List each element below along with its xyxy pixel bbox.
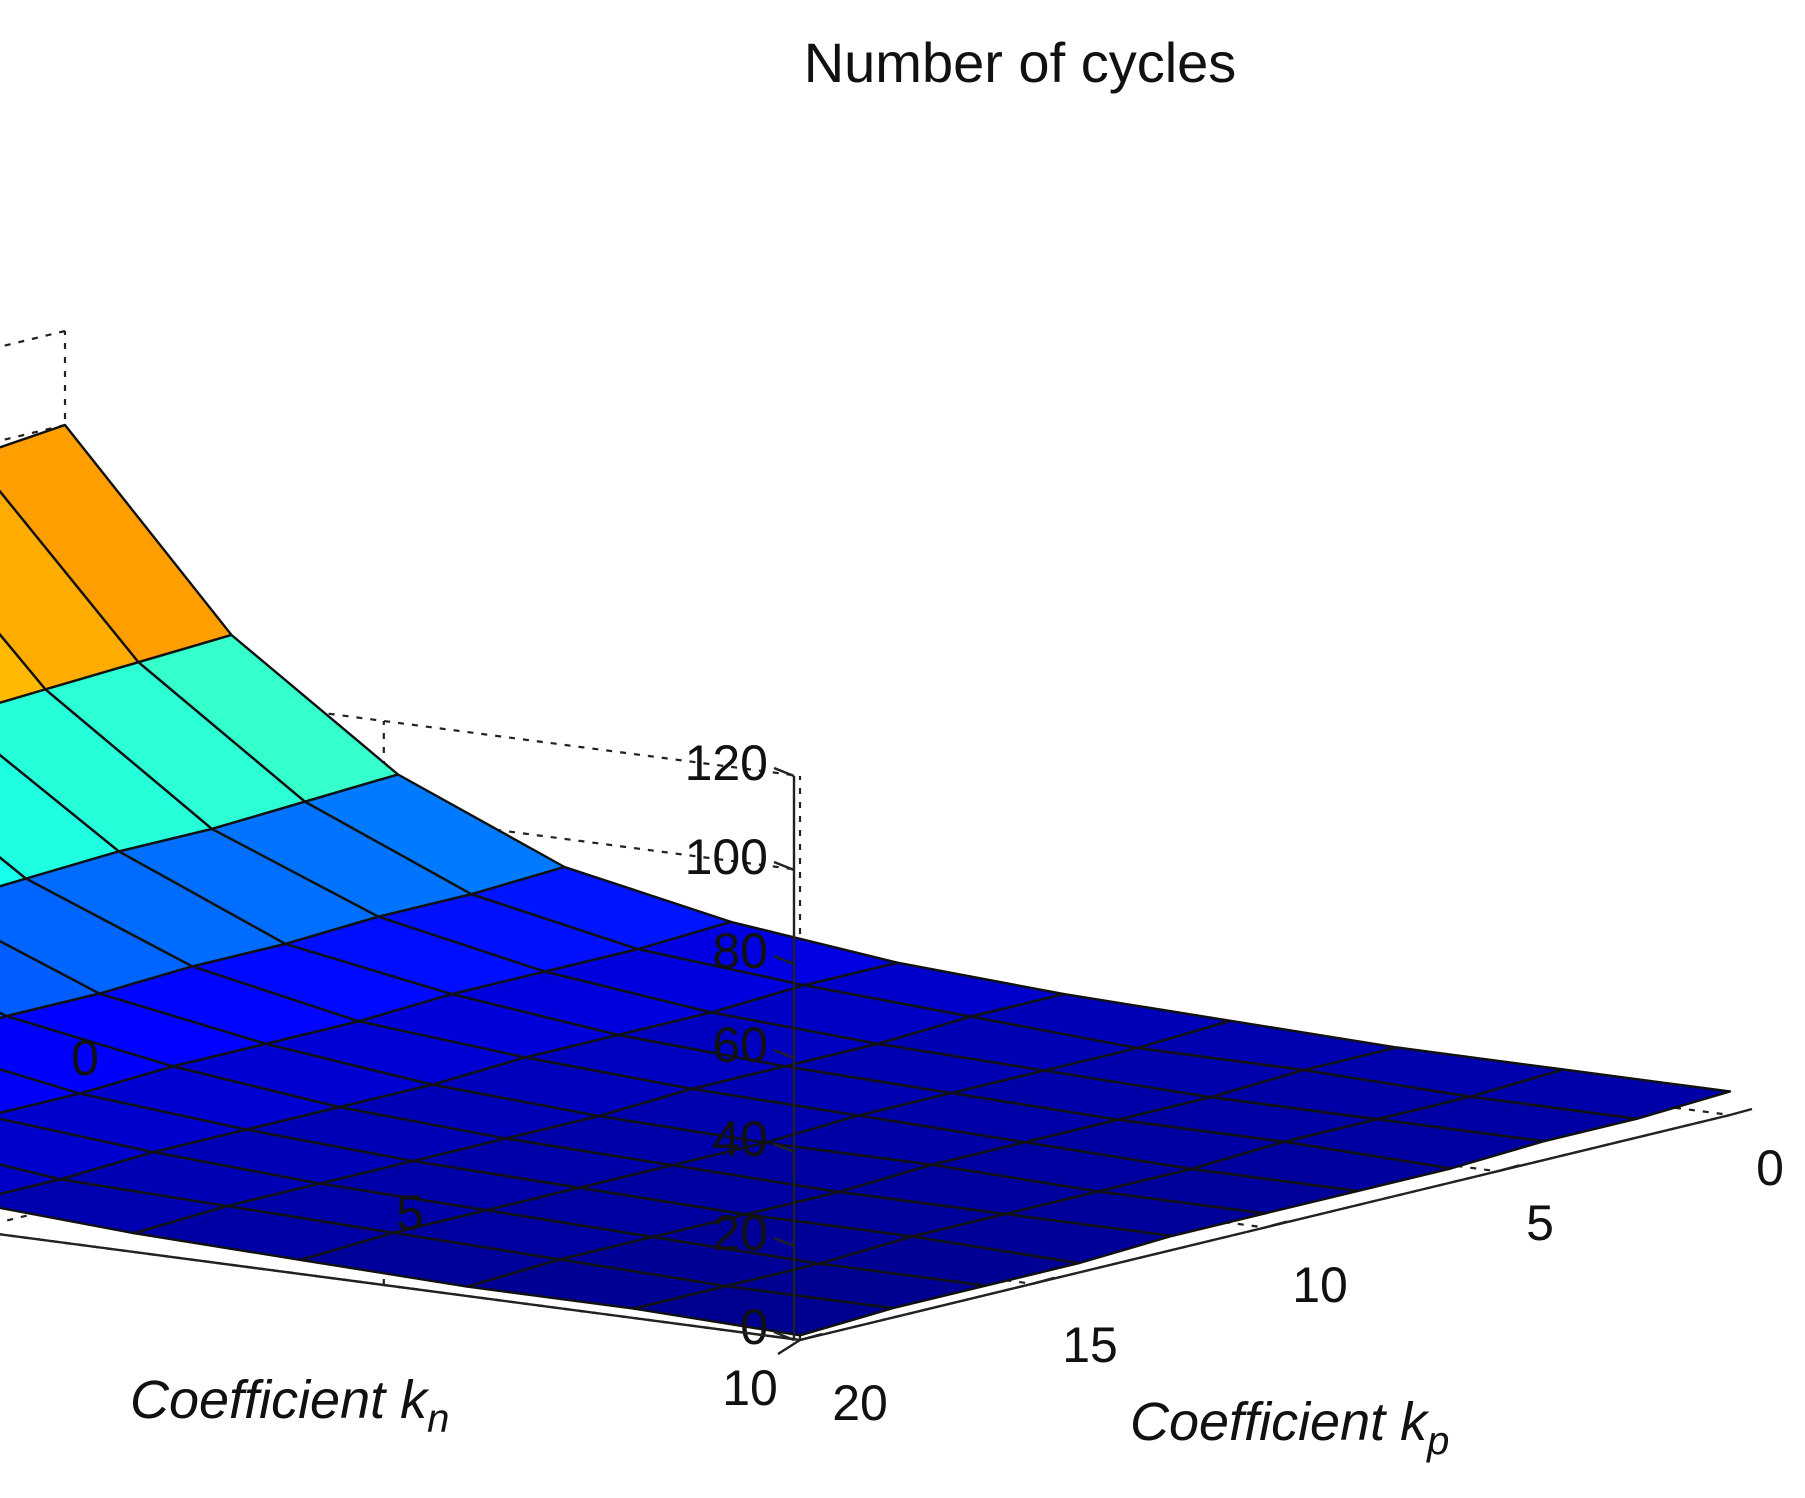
kp-tick-label: 0 <box>1756 1140 1784 1196</box>
z-tick-label: 80 <box>712 923 768 979</box>
z-tick-label: 100 <box>685 829 768 885</box>
z-tick-label: 20 <box>712 1205 768 1261</box>
z-tick-mark <box>773 1236 795 1248</box>
kn-axis-label-main: Coefficient k <box>130 1370 430 1430</box>
z-tick-mark <box>773 766 795 778</box>
kn-tick-label: 0 <box>71 1030 99 1086</box>
surface-face <box>1469 1068 1732 1120</box>
kp-tick-label: 5 <box>1526 1195 1554 1251</box>
kp-axis-label-subscript: p <box>1426 1419 1449 1463</box>
kn-tick-label: 10 <box>722 1360 778 1416</box>
kp-tick-mark <box>1264 1220 1288 1229</box>
z-tick-mark <box>773 1142 795 1154</box>
kp-tick-label: 20 <box>832 1375 888 1431</box>
kp-tick-mark <box>1032 1276 1055 1285</box>
kn-axis-line <box>0 1233 801 1342</box>
kn-axis-label-subscript: n <box>427 1397 449 1441</box>
kn-axis-label: Coefficient kn <box>130 1370 449 1441</box>
z-tick-label: 40 <box>712 1111 768 1167</box>
kp-tick-mark <box>799 1332 823 1342</box>
chart-title: Number of cycles <box>804 31 1237 94</box>
surface-layer <box>0 423 1732 1337</box>
kp-axis-label-main: Coefficient k <box>1130 1392 1430 1452</box>
kp-tick-mark <box>1729 1107 1753 1117</box>
kp-tick-mark <box>1497 1164 1520 1173</box>
z-tick-mark <box>773 954 795 966</box>
z-tick-mark <box>773 1048 795 1060</box>
z-tick-mark <box>773 860 795 872</box>
surface-face <box>0 856 28 888</box>
kp-tick-label: 15 <box>1062 1317 1118 1373</box>
z-tick-label: 120 <box>685 735 768 791</box>
kn-tick-mark <box>777 1338 801 1356</box>
kn-tick-label: 5 <box>396 1185 424 1241</box>
surface-face <box>0 632 47 704</box>
kp-axis-label: Coefficient kp <box>1130 1392 1449 1463</box>
z-tick-label: 0 <box>740 1299 768 1355</box>
z-tick-label: 60 <box>712 1017 768 1073</box>
kp-tick-label: 10 <box>1292 1257 1348 1313</box>
